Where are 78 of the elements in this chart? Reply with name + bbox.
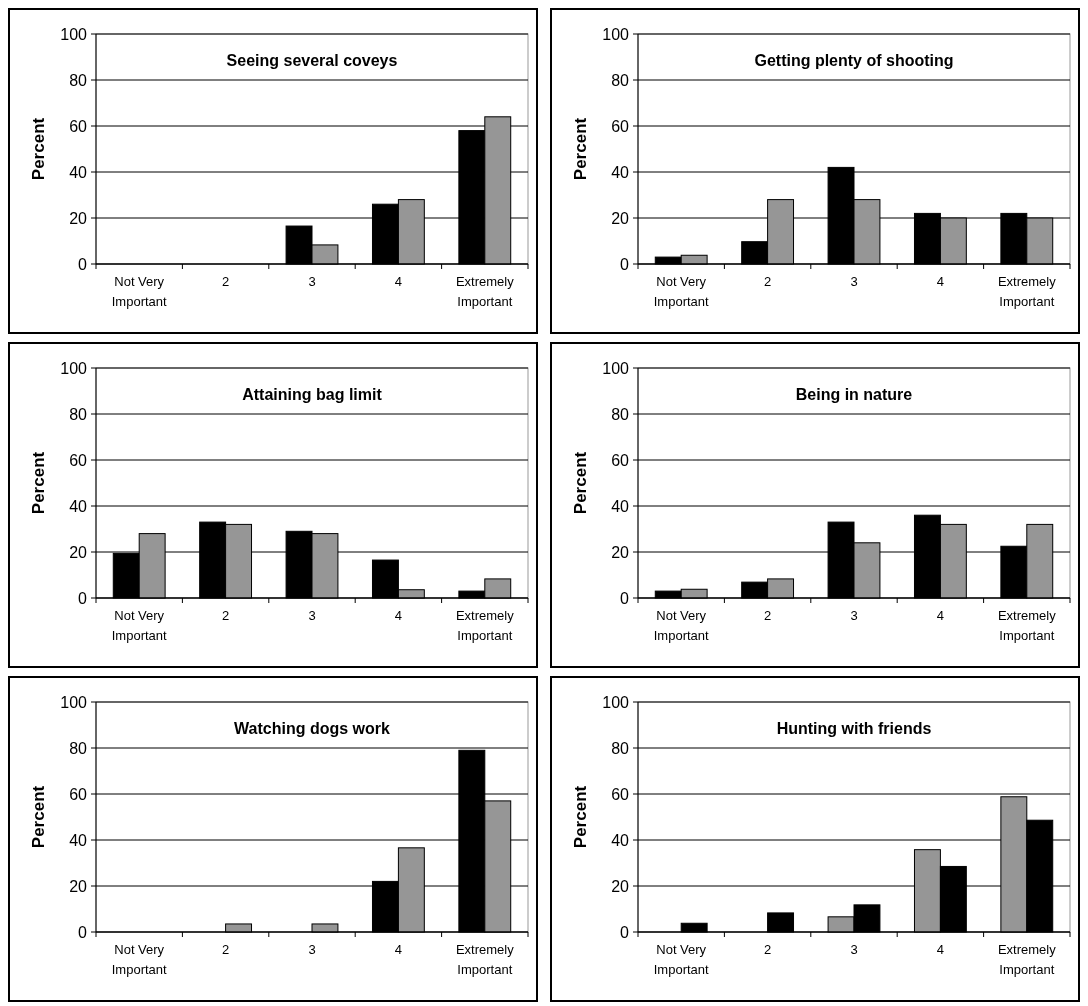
x-tick-label: Not Very Important [111, 608, 168, 643]
x-tick-label: Not Very Important [111, 942, 168, 977]
x-tick-label: 3 [308, 942, 316, 957]
y-tick-label: 40 [69, 831, 88, 849]
y-tick-label: 40 [69, 163, 88, 181]
text: Watching dogs work [234, 720, 391, 737]
x-tick-label: Not Very Important [111, 274, 168, 309]
x-tick-label: 3 [850, 608, 858, 623]
y-tick-label: 60 [69, 117, 88, 135]
x-tick-label: Extremely Important [455, 608, 515, 643]
y-tick-label: 80 [69, 739, 88, 757]
text: Attaining bag limit [242, 386, 383, 403]
y-tick-label: 60 [611, 117, 630, 135]
x-tick-label: 3 [850, 942, 858, 957]
x-tick-label: 4 [936, 608, 945, 623]
y-tick-label: 80 [69, 71, 88, 89]
x-tick-label: 3 [850, 274, 858, 289]
y-tick-label: 0 [620, 589, 630, 607]
x-tick-label: Not Very Important [653, 274, 710, 309]
y-axis-title: Percent [29, 117, 48, 181]
x-tick-label: 2 [221, 274, 230, 289]
x-tick-label: Extremely Important [997, 274, 1057, 309]
x-tick-label: Extremely Important [455, 274, 515, 309]
x-tick-label: 3 [308, 608, 316, 623]
y-tick-label: 0 [78, 255, 88, 273]
y-axis-title: Percent [571, 117, 590, 181]
x-tick-label: 2 [763, 942, 772, 957]
y-axis-title: Percent [29, 451, 48, 515]
y-tick-label: 60 [611, 785, 630, 803]
y-tick-label: 40 [69, 497, 88, 515]
x-tick-label: 3 [308, 274, 316, 289]
y-tick-label: 40 [611, 163, 630, 181]
x-tick-label: 4 [394, 942, 403, 957]
y-tick-label: 80 [611, 405, 630, 423]
x-tick-label: 4 [936, 942, 945, 957]
x-tick-label: 4 [394, 274, 403, 289]
y-axis-title: Percent [571, 785, 590, 849]
x-tick-label: Not Very Important [653, 608, 710, 643]
text: Being in nature [795, 386, 913, 403]
y-tick-label: 60 [69, 785, 88, 803]
y-tick-label: 20 [69, 209, 88, 227]
x-tick-label: 4 [394, 608, 403, 623]
y-tick-label: 0 [620, 255, 630, 273]
y-tick-label: 0 [78, 589, 88, 607]
y-tick-label: 100 [60, 693, 88, 711]
x-tick-label: Not Very Important [653, 942, 710, 977]
y-tick-label: 20 [69, 877, 88, 895]
y-tick-label: 100 [602, 359, 630, 377]
y-tick-label: 80 [611, 739, 630, 757]
x-tick-label: Extremely Important [997, 608, 1057, 643]
text: Getting plenty of shooting [754, 52, 954, 69]
y-tick-label: 20 [611, 543, 630, 561]
y-tick-label: 60 [611, 451, 630, 469]
y-tick-label: 20 [69, 543, 88, 561]
y-tick-label: 20 [611, 209, 630, 227]
y-tick-label: 0 [620, 923, 630, 941]
x-tick-label: Extremely Important [455, 942, 515, 977]
x-tick-label: 2 [221, 608, 230, 623]
y-tick-label: 60 [69, 451, 88, 469]
x-tick-label: 2 [763, 274, 772, 289]
y-tick-label: 80 [69, 405, 88, 423]
y-axis-title: Percent [29, 785, 48, 849]
y-tick-label: 100 [602, 693, 630, 711]
y-tick-label: 100 [60, 25, 88, 43]
y-tick-label: 100 [602, 25, 630, 43]
y-tick-label: 80 [611, 71, 630, 89]
y-tick-label: 100 [60, 359, 88, 377]
y-tick-label: 40 [611, 497, 630, 515]
y-tick-label: 0 [78, 923, 88, 941]
y-tick-label: 40 [611, 831, 630, 849]
x-tick-label: 2 [763, 608, 772, 623]
x-tick-label: Extremely Important [997, 942, 1057, 977]
text: Seeing several coveys [226, 52, 398, 69]
x-tick-label: 4 [936, 274, 945, 289]
text: Hunting with friends [776, 720, 932, 737]
y-axis-title: Percent [571, 451, 590, 515]
y-tick-label: 20 [611, 877, 630, 895]
x-tick-label: 2 [221, 942, 230, 957]
